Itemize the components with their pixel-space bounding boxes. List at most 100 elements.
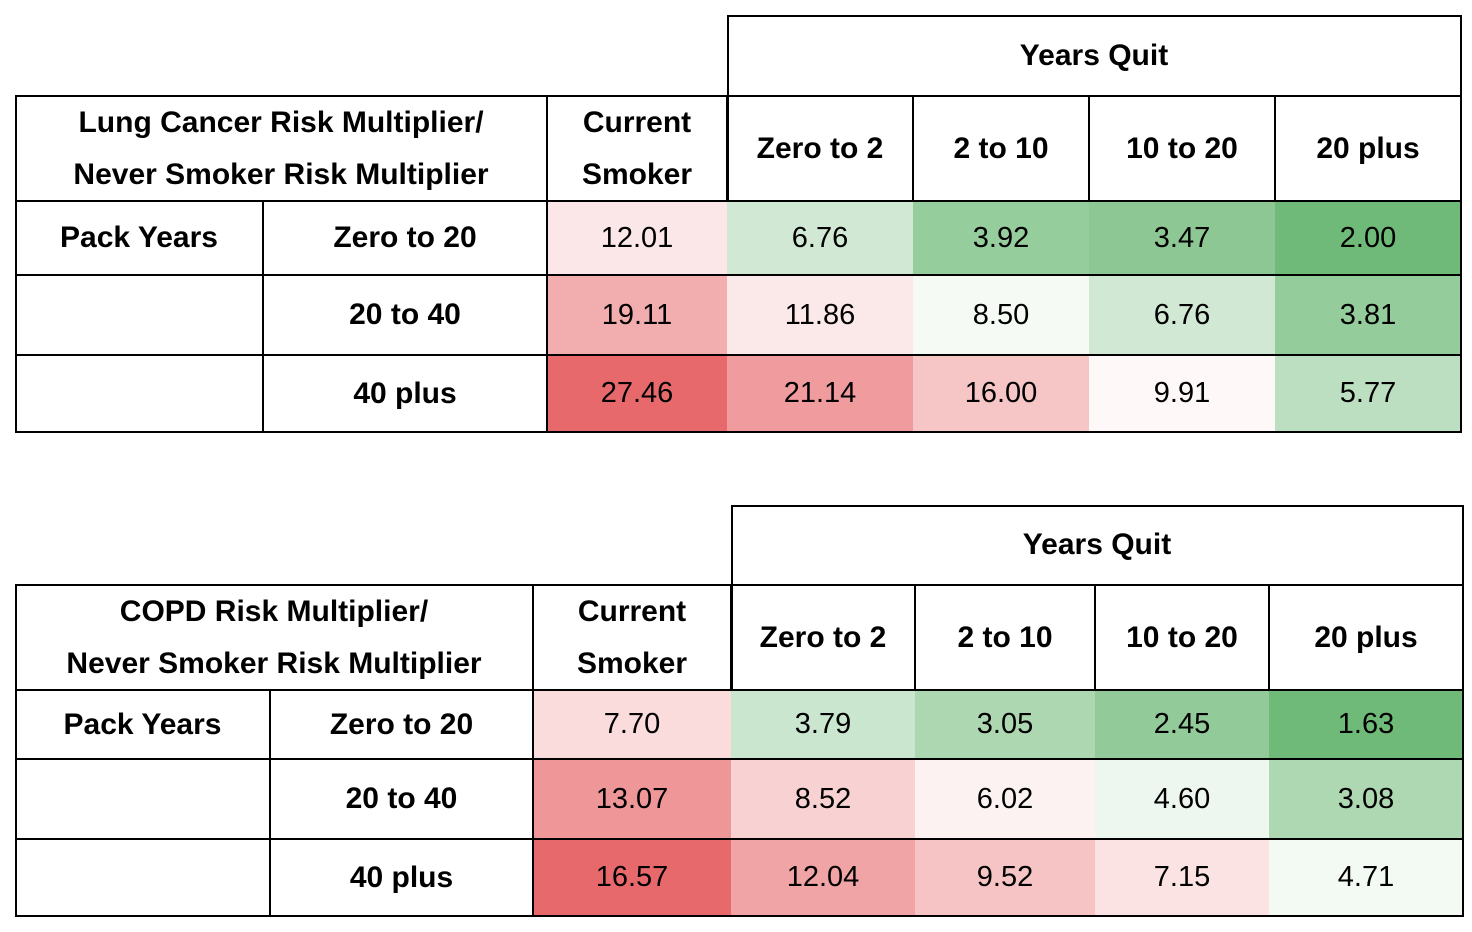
cell-value: 11.86: [784, 298, 856, 331]
current-smoker-header-line: Current: [577, 594, 687, 628]
grid-line: [914, 585, 916, 690]
column-header-label: 20 plus: [1314, 620, 1418, 654]
table-title-line: Never Smoker Risk Multiplier: [66, 646, 482, 680]
grid-line: [269, 690, 271, 916]
table-2-value-cell: 9.52: [915, 839, 1095, 916]
grid-line: [1094, 585, 1096, 690]
cell-value: 6.02: [976, 782, 1034, 815]
grid-line: [15, 274, 1462, 276]
table-title: COPD Risk Multiplier/Never Smoker Risk M…: [15, 585, 533, 690]
row-label: Zero to 20: [270, 690, 533, 759]
column-header: 10 to 20: [1089, 96, 1275, 201]
table-title-line: COPD Risk Multiplier/: [119, 594, 429, 628]
cell-value: 3.81: [1339, 298, 1397, 331]
cell-value: 3.47: [1153, 221, 1211, 254]
column-header-label: 20 plus: [1316, 131, 1420, 165]
cell-value: 3.92: [972, 221, 1030, 254]
grid-line: [15, 96, 17, 432]
row-label-text: 40 plus: [353, 376, 457, 410]
table-1-value-cell: 8.50: [913, 275, 1089, 355]
table-1-value-cell: 3.81: [1275, 275, 1461, 355]
table-1-value-cell: 9.91: [1089, 355, 1275, 432]
column-header: 20 plus: [1269, 585, 1463, 690]
years-quit-header: Years Quit: [727, 15, 1461, 96]
table-2-value-cell: 3.08: [1269, 759, 1463, 839]
table-1-value-cell: 3.47: [1089, 201, 1275, 275]
cell-value: 9.52: [976, 861, 1034, 893]
table-1-value-cell: 11.86: [727, 275, 913, 355]
grid-line: [546, 201, 548, 432]
cell-value: 4.60: [1153, 782, 1211, 815]
cell-value: 7.70: [603, 708, 661, 740]
grid-line: [730, 585, 732, 690]
column-header-label: Zero to 2: [756, 131, 884, 165]
column-header-label: 10 to 20: [1126, 131, 1238, 165]
pack-years-label: Pack Years: [15, 690, 270, 759]
grid-line: [262, 201, 264, 432]
grid-line: [727, 15, 729, 201]
current-smoker-header: Current Smoker: [533, 585, 731, 690]
column-header: 10 to 20: [1095, 585, 1269, 690]
column-header: Zero to 2: [731, 585, 915, 690]
cell-value: 16.00: [964, 377, 1038, 409]
grid-line: [15, 584, 1464, 586]
pack-years-text: Pack Years: [63, 707, 222, 741]
column-header: 2 to 10: [915, 585, 1095, 690]
current-smoker-header: Current Smoker: [547, 96, 727, 201]
grid-line: [15, 354, 1462, 356]
years-quit-label: Years Quit: [1019, 38, 1169, 72]
cell-value: 12.04: [786, 861, 860, 893]
table-1-value-cell: 12.01: [547, 201, 727, 275]
table-1-value-cell: 6.76: [1089, 275, 1275, 355]
cell-value: 6.76: [791, 221, 849, 254]
grid-line: [727, 15, 1462, 17]
pack-years-label: Pack Years: [15, 201, 263, 275]
table-1-value-cell: 21.14: [727, 355, 913, 432]
cell-value: 3.05: [976, 708, 1034, 740]
pack-years-text: Pack Years: [60, 221, 218, 254]
table-2-value-cell: 2.45: [1095, 690, 1269, 759]
row-label: 40 plus: [263, 355, 547, 432]
grid-line: [15, 915, 1464, 917]
table-2-value-cell: 3.05: [915, 690, 1095, 759]
row-label: 20 to 40: [263, 275, 547, 355]
table-2-value-cell: 7.15: [1095, 839, 1269, 916]
current-smoker-header-line: Smoker: [576, 646, 688, 680]
grid-line: [1268, 585, 1270, 690]
grid-line: [912, 96, 914, 201]
cell-value: 1.63: [1337, 708, 1395, 740]
grid-line: [15, 758, 1464, 760]
current-smoker-header-line: Smoker: [581, 157, 693, 191]
column-header: 20 plus: [1275, 96, 1461, 201]
cell-value: 2.00: [1339, 221, 1397, 254]
table-title: Lung Cancer Risk Multiplier/Never Smoker…: [15, 96, 547, 201]
row-label-text: 20 to 40: [345, 782, 458, 815]
cell-value: 2.45: [1153, 708, 1211, 740]
table-1-value-cell: 27.46: [547, 355, 727, 432]
cell-value: 5.77: [1339, 377, 1397, 409]
table-1-value-cell: 3.92: [913, 201, 1089, 275]
grid-line: [726, 96, 728, 201]
column-header: Zero to 2: [727, 96, 913, 201]
grid-line: [532, 585, 534, 690]
row-label: 40 plus: [270, 839, 533, 916]
table-2-value-cell: 4.60: [1095, 759, 1269, 839]
cell-value: 19.11: [601, 298, 673, 331]
table-2-value-cell: 1.63: [1269, 690, 1463, 759]
column-header-label: 10 to 20: [1126, 620, 1238, 654]
grid-line: [15, 95, 1462, 97]
table-2-value-cell: 4.71: [1269, 839, 1463, 916]
row-label-text: Zero to 20: [329, 707, 474, 741]
row-label: 20 to 40: [270, 759, 533, 839]
grid-line: [731, 505, 733, 690]
cell-value: 21.14: [783, 377, 857, 409]
grid-line: [15, 200, 1462, 202]
grid-line: [1460, 15, 1462, 432]
cell-value: 7.15: [1153, 861, 1211, 893]
cell-value: 8.50: [972, 298, 1030, 331]
row-label: Zero to 20: [263, 201, 547, 275]
grid-line: [1088, 96, 1090, 201]
grid-line: [1462, 505, 1464, 916]
grid-line: [532, 690, 534, 916]
grid-line: [731, 505, 1464, 507]
